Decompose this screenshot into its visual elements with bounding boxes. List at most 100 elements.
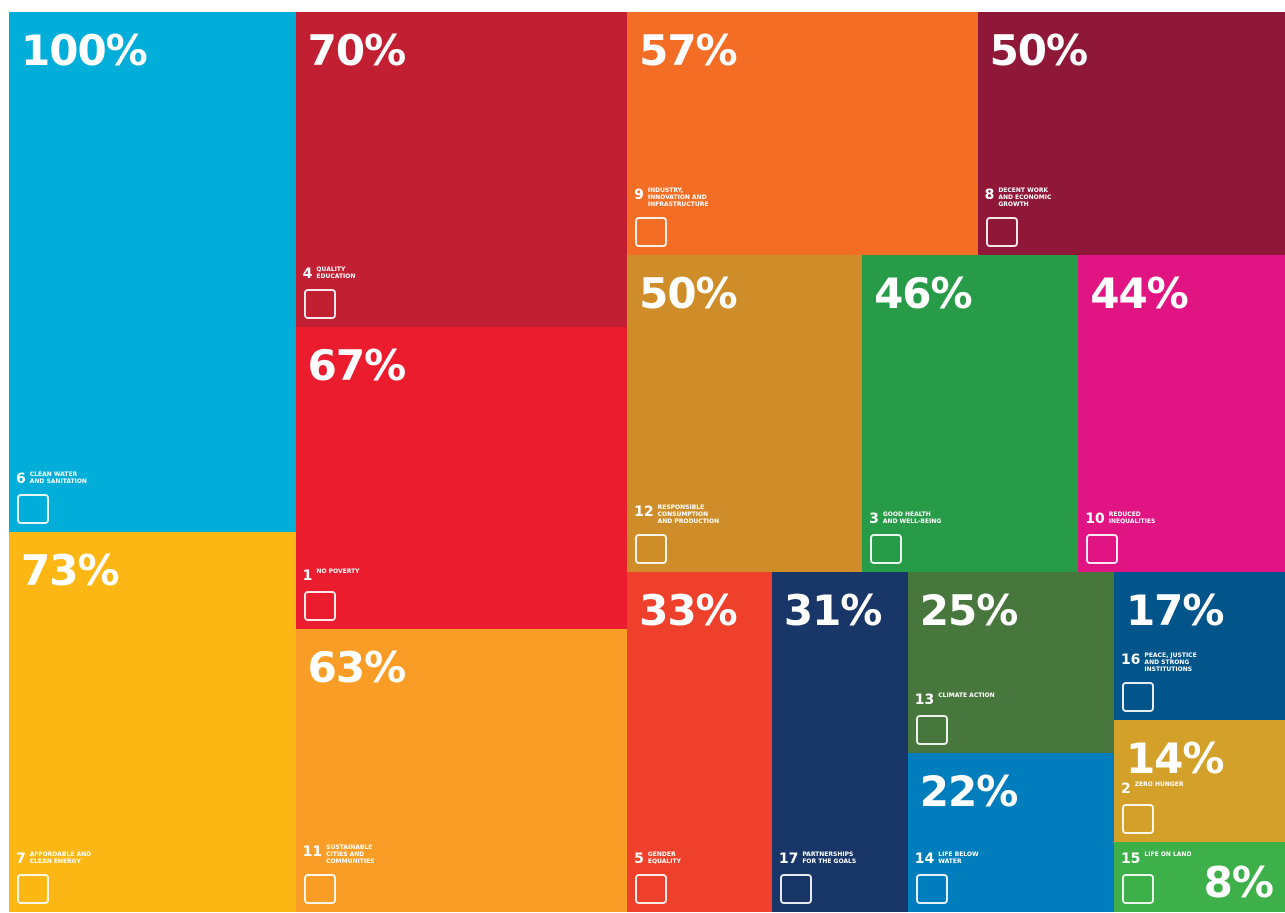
goal-label: 2 ZERO HUNGER bbox=[1120, 781, 1184, 798]
value-label: 46% bbox=[874, 268, 973, 318]
goal-icon bbox=[303, 289, 336, 319]
value-label: 25% bbox=[919, 585, 1019, 635]
goal-number: 6 bbox=[16, 471, 26, 488]
goal-label: 9 INDUSTRY, INNOVATION AND INFRASTRUCTURE bbox=[634, 186, 710, 209]
goal-icon bbox=[17, 494, 49, 525]
goal-number: 5 bbox=[634, 850, 644, 867]
goal-name: SUSTAINABLE CITIES AND COMMUNITIES bbox=[326, 844, 375, 866]
goal-number: 16 bbox=[1120, 652, 1141, 669]
goal-number: 17 bbox=[778, 850, 799, 867]
value-label: 67% bbox=[307, 341, 407, 390]
goal-name: PEACE, JUSTICE AND STRONG INSTITUTIONS bbox=[1144, 652, 1197, 674]
goal-number: 12 bbox=[634, 504, 654, 521]
goal-icon bbox=[870, 533, 903, 564]
value-label: 22% bbox=[919, 766, 1019, 816]
goal-icon bbox=[17, 873, 49, 904]
value-label: 33% bbox=[639, 585, 738, 635]
goal-number: 3 bbox=[869, 510, 879, 527]
tile: 17% 16 PEACE, JUSTICE AND STRONG INSTITUTI… bbox=[1113, 571, 1285, 721]
goal-icon bbox=[915, 714, 948, 745]
tile: 73% 7 AFFORDABLE AND CLEAN ENERGY bbox=[9, 532, 296, 912]
value-label: 50% bbox=[639, 268, 738, 318]
value-label: 50% bbox=[989, 26, 1089, 75]
goal-label: 3 GOOD HEALTH AND WELL-BEING bbox=[869, 510, 945, 527]
goal-icon bbox=[635, 873, 668, 904]
goal-number: 7 bbox=[16, 850, 26, 867]
goal-label: 16 PEACE, JUSTICE AND STRONG INSTITUTIONS bbox=[1121, 653, 1206, 674]
value-label: 73% bbox=[21, 546, 120, 596]
goal-label: 11 SUSTAINABLE CITIES AND COMMUNITIES bbox=[302, 844, 388, 866]
goal-label: 13 CLIMATE ACTION bbox=[914, 691, 995, 708]
tile: 14% 2 ZERO HUNGER bbox=[1113, 720, 1285, 843]
goal-number: 11 bbox=[302, 844, 323, 861]
value-label: 14% bbox=[1125, 734, 1225, 784]
goal-name: LIFE ON LAND bbox=[1144, 850, 1192, 858]
goal-number: 15 bbox=[1120, 850, 1141, 867]
goal-icon bbox=[915, 873, 948, 904]
goal-name: LIFE BELOW WATER bbox=[938, 850, 979, 865]
goal-name: CLEAN WATER AND SANITATION bbox=[29, 471, 87, 486]
goal-icon bbox=[779, 873, 812, 904]
value-label: 17% bbox=[1125, 585, 1225, 635]
goal-label: 14 LIFE BELOW WATER bbox=[914, 850, 1000, 867]
tile: 50% 12 RESPONSIBLE CONSUMPTION AND PRODUCT… bbox=[627, 254, 863, 572]
goal-icon bbox=[303, 874, 336, 904]
goal-name: PARTNERSHIPS FOR THE GOALS bbox=[802, 850, 857, 865]
goal-label: 10 REDUCED INEQUALITIES bbox=[1085, 510, 1170, 527]
goal-icon bbox=[635, 533, 668, 564]
goal-label: 15 LIFE ON LAND bbox=[1120, 850, 1192, 867]
goal-icon bbox=[303, 590, 336, 621]
goal-number: 14 bbox=[914, 850, 935, 867]
tile: 33% 5 GENDER EQUALITY bbox=[627, 571, 772, 912]
goal-name: AFFORDABLE AND CLEAN ENERGY bbox=[29, 850, 92, 865]
goal-number: 8 bbox=[984, 186, 995, 203]
tile: 57% 9 INDUSTRY, INNOVATION AND INFRASTRUCT… bbox=[627, 12, 978, 255]
goal-label: 8 DECENT WORK AND ECONOMIC GROWTH bbox=[984, 186, 1061, 209]
goal-number: 4 bbox=[302, 266, 313, 282]
goal-icon bbox=[1121, 873, 1154, 904]
tile: 63% 11 SUSTAINABLE CITIES AND COMMUNITIES bbox=[295, 628, 628, 912]
goal-icon bbox=[1121, 804, 1154, 835]
value-label: 70% bbox=[307, 26, 407, 75]
goal-icon bbox=[985, 216, 1018, 247]
value-label: 57% bbox=[639, 26, 738, 75]
goal-label: 17 PARTNERSHIPS FOR THE GOALS bbox=[778, 850, 864, 867]
goal-number: 10 bbox=[1085, 510, 1105, 527]
tile: 44% 10 REDUCED INEQUALITIES bbox=[1078, 254, 1285, 572]
tile: 100% 6 CLEAN WATER AND SANITATION bbox=[9, 12, 296, 533]
goal-label: 5 GENDER EQUALITY bbox=[634, 850, 710, 867]
goal-icon bbox=[1086, 533, 1119, 564]
goal-name: GENDER EQUALITY bbox=[647, 850, 681, 865]
goal-number: 2 bbox=[1120, 781, 1131, 798]
goal-icon bbox=[1121, 682, 1154, 713]
goal-number: 9 bbox=[634, 186, 644, 203]
treemap: 100% 6 CLEAN WATER AND SANITATION 73% 7 AFFOR… bbox=[9, 12, 1285, 912]
tile: 22% 14 LIFE BELOW WATER bbox=[907, 752, 1114, 912]
goal-name: GOOD HEALTH AND WELL-BEING bbox=[882, 510, 942, 525]
goal-number: 13 bbox=[914, 691, 935, 708]
tile: 25% 13 CLIMATE ACTION bbox=[907, 571, 1114, 753]
goal-name: CLIMATE ACTION bbox=[938, 691, 995, 699]
tile: 8% 15 LIFE ON LAND bbox=[1113, 842, 1285, 912]
goal-name: NO POVERTY bbox=[316, 567, 360, 575]
goal-label: 1 NO POVERTY bbox=[302, 567, 360, 584]
tile: 31% 17 PARTNERSHIPS FOR THE GOALS bbox=[771, 571, 908, 912]
value-label: 31% bbox=[783, 585, 883, 635]
goal-label: 12 RESPONSIBLE CONSUMPTION AND PRODUCTION bbox=[634, 504, 720, 526]
value-label: 44% bbox=[1090, 268, 1189, 318]
goal-label: 6 CLEAN WATER AND SANITATION bbox=[16, 471, 92, 488]
value-label: 100% bbox=[21, 26, 148, 75]
goal-label: 7 AFFORDABLE AND CLEAN ENERGY bbox=[16, 850, 92, 867]
goal-name: DECENT WORK AND ECONOMIC GROWTH bbox=[998, 186, 1052, 208]
value-label: 63% bbox=[307, 642, 407, 692]
goal-name: INDUSTRY, INNOVATION AND INFRASTRUCTURE bbox=[647, 186, 709, 208]
goal-name: QUALITY EDUCATION bbox=[316, 266, 356, 280]
goal-name: ZERO HUNGER bbox=[1134, 781, 1184, 789]
goal-number: 1 bbox=[302, 567, 313, 584]
goal-name: RESPONSIBLE CONSUMPTION AND PRODUCTION bbox=[657, 504, 720, 526]
goal-name: REDUCED INEQUALITIES bbox=[1108, 510, 1156, 525]
goal-icon bbox=[635, 216, 668, 247]
tile: 67% 1 NO POVERTY bbox=[295, 327, 628, 629]
value-label: 8% bbox=[1203, 857, 1274, 907]
